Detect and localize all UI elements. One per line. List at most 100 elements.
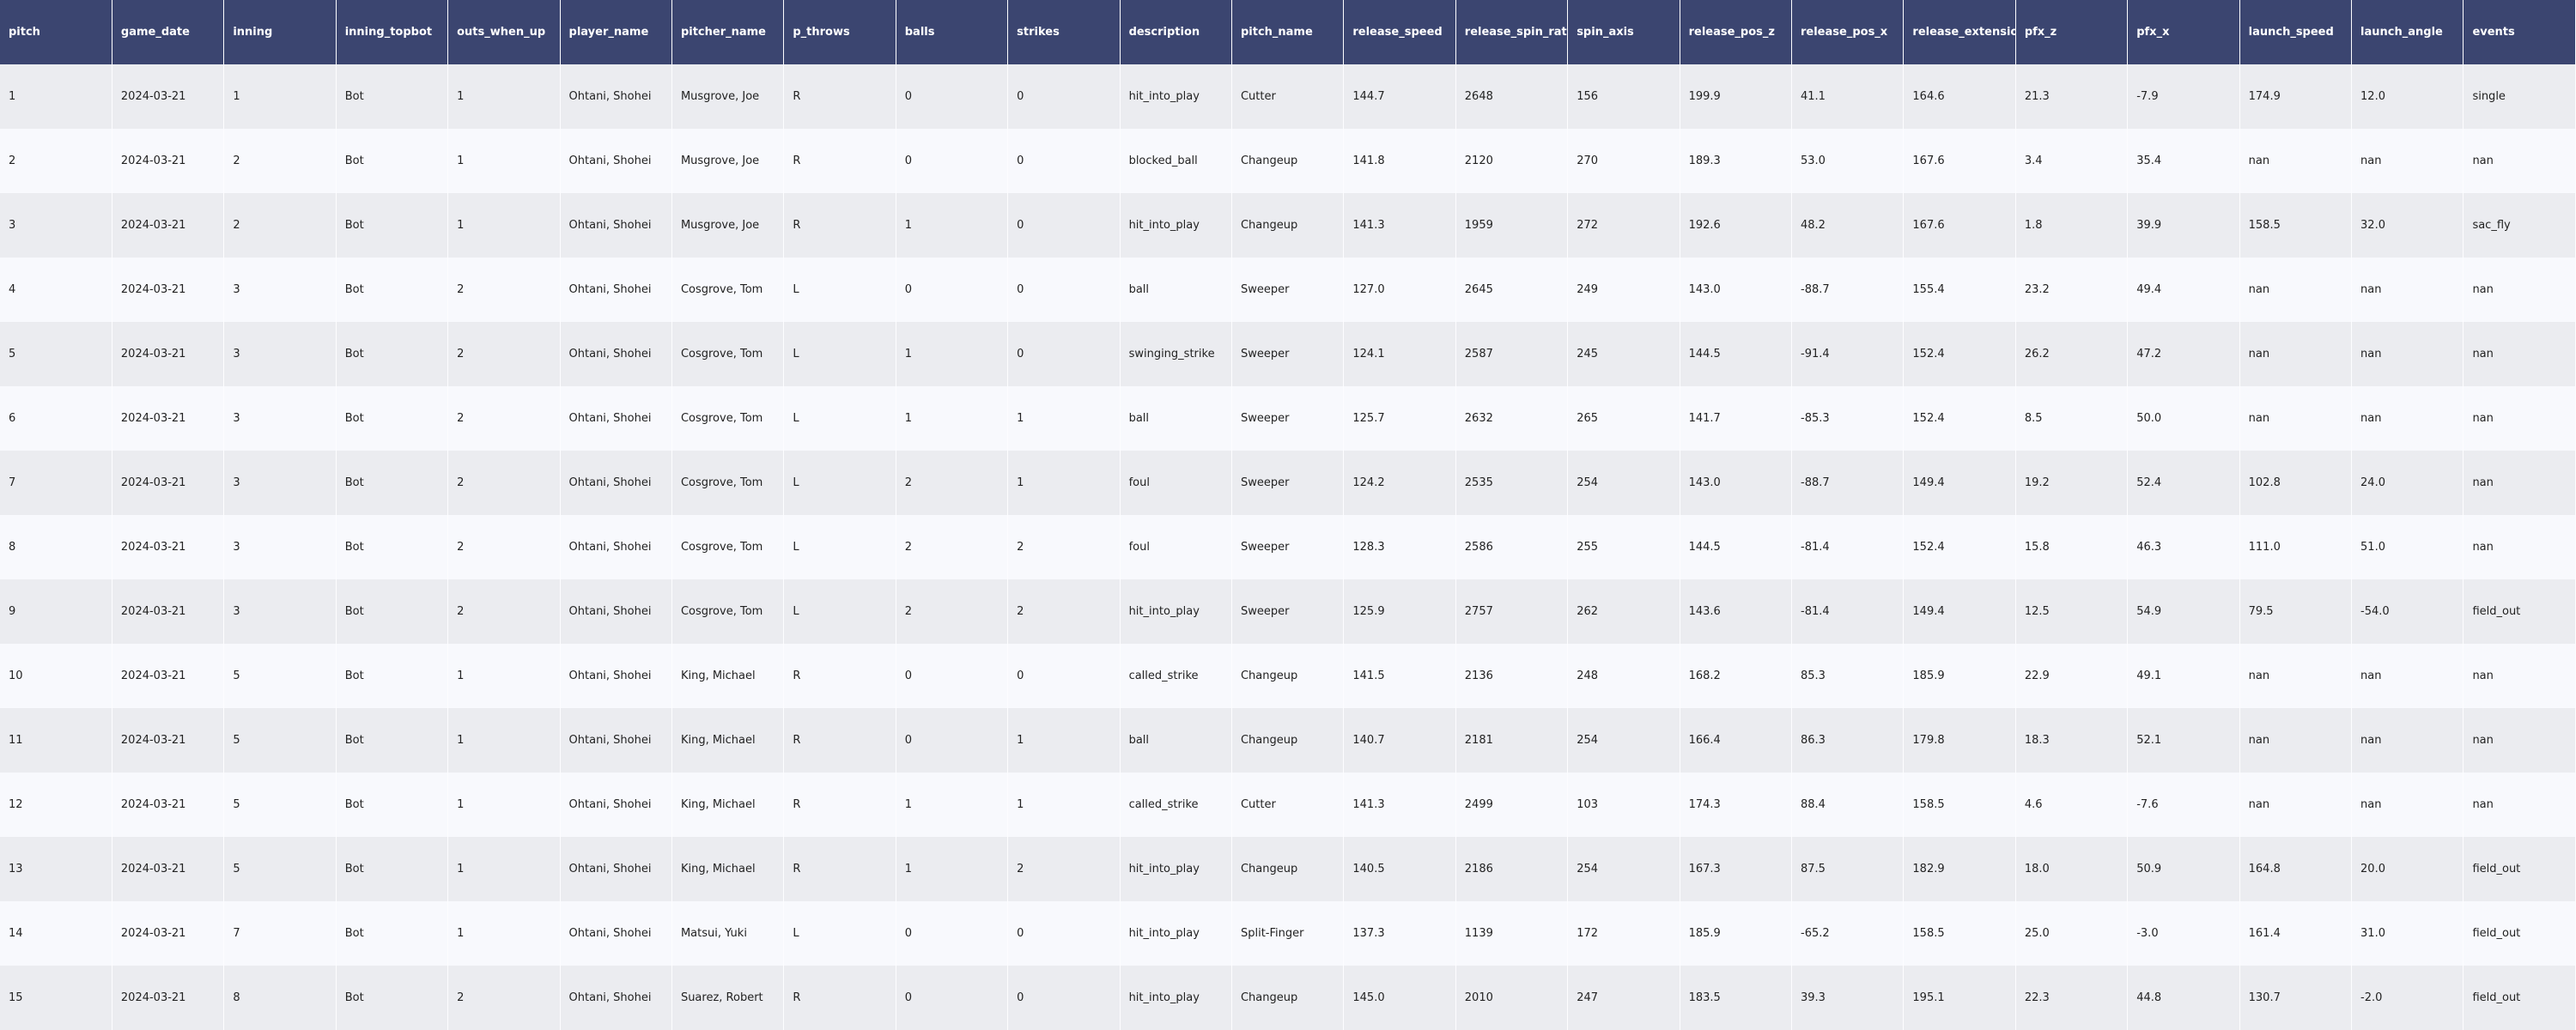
column-header: events [2463,0,2576,64]
table-cell: 127.0 [1343,258,1456,322]
table-cell: Ohtani, Shohei [560,966,672,1030]
table-cell: 2120 [1455,129,1569,193]
table-cell: nan [2351,644,2464,708]
column-header: inning [223,0,337,64]
table-cell: Ohtani, Shohei [560,322,672,386]
table-cell: 88.4 [1791,772,1905,837]
table-cell: 2024-03-21 [112,193,225,258]
table-cell: R [783,966,896,1030]
table-cell: 167.6 [1903,193,2016,258]
table-cell: nan [2463,772,2576,837]
table-cell: 0 [1007,644,1121,708]
table-cell: 248 [1567,644,1680,708]
table-cell: 1 [223,64,337,129]
table-cell: L [783,451,896,515]
table-cell: 87.5 [1791,837,1905,901]
table-cell: 85.3 [1791,644,1905,708]
table-cell: -2.0 [2351,966,2464,1030]
table-cell: ball [1120,708,1232,772]
table-cell: 262 [1567,579,1680,644]
column-header: balls [896,0,1009,64]
table-cell: 2 [896,451,1009,515]
table-cell: 141.3 [1343,193,1456,258]
table-cell: 141.5 [1343,644,1456,708]
table-cell: King, Michael [671,644,785,708]
table-cell: 7 [0,451,112,515]
table-cell: L [783,258,896,322]
header-row: pitch game_date inning inning_topbot outs_wh… [0,0,2576,64]
table-cell: -3.0 [2127,901,2240,966]
table-cell: Bot [336,322,449,386]
table-cell: -81.4 [1791,515,1905,579]
table-cell: Sweeper [1231,579,1345,644]
table-cell: 5 [223,837,337,901]
table-cell: 1 [896,772,1009,837]
table-cell: 2024-03-21 [112,708,225,772]
column-header: release_pos_x [1791,0,1905,64]
table-cell: hit_into_play [1120,837,1232,901]
table-cell: 2587 [1455,322,1569,386]
table-cell: 2 [896,515,1009,579]
table-cell: Sweeper [1231,322,1345,386]
table-cell: 5 [223,772,337,837]
table-cell: -88.7 [1791,451,1905,515]
table-cell: 2024-03-21 [112,772,225,837]
table-cell: 21.3 [2015,64,2129,129]
table-cell: field_out [2463,579,2576,644]
column-header: inning_topbot [336,0,449,64]
table-cell: ball [1120,386,1232,451]
table-cell: 2024-03-21 [112,129,225,193]
table-row: 10 2024-03-21 5 Bot 1 Ohtani, Shohei King, Mic… [0,644,2576,708]
table-cell: 7 [223,901,337,966]
table-cell: 1 [896,322,1009,386]
table-cell: Cutter [1231,772,1345,837]
table-cell: 0 [1007,64,1121,129]
table-cell: 1 [1007,386,1121,451]
table-cell: hit_into_play [1120,579,1232,644]
table-cell: Ohtani, Shohei [560,579,672,644]
column-header: game_date [112,0,225,64]
table-cell: 192.6 [1680,193,1793,258]
table-cell: 103 [1567,772,1680,837]
table-cell: 32.0 [2351,193,2464,258]
table-cell: 2024-03-21 [112,451,225,515]
table-cell: nan [2463,451,2576,515]
table-cell: 167.3 [1680,837,1793,901]
table-cell: 3 [223,258,337,322]
table-cell: 50.9 [2127,837,2240,901]
table-cell: 152.4 [1903,515,2016,579]
table-cell: -54.0 [2351,579,2464,644]
table-cell: 254 [1567,708,1680,772]
column-header: release_pos_z [1680,0,1793,64]
table-cell: 254 [1567,451,1680,515]
table-cell: 152.4 [1903,322,2016,386]
table-cell: field_out [2463,966,2576,1030]
table-cell: R [783,708,896,772]
table-cell: 2 [447,579,561,644]
table-cell: 35.4 [2127,129,2240,193]
table-cell: 141.7 [1680,386,1793,451]
table-cell: 0 [1007,193,1121,258]
table-cell: 183.5 [1680,966,1793,1030]
table-cell: Ohtani, Shohei [560,451,672,515]
column-header: pfx_x [2127,0,2240,64]
table-cell: nan [2463,129,2576,193]
table-cell: Ohtani, Shohei [560,258,672,322]
table-cell: nan [2463,322,2576,386]
column-header: pfx_z [2015,0,2129,64]
table-cell: 1 [1007,772,1121,837]
table-cell: Ohtani, Shohei [560,193,672,258]
table-cell: Ohtani, Shohei [560,772,672,837]
table-cell: 52.1 [2127,708,2240,772]
table-cell: Cosgrove, Tom [671,386,785,451]
table-cell: 272 [1567,193,1680,258]
table-cell: Bot [336,901,449,966]
table-cell: Suarez, Robert [671,966,785,1030]
table-cell: Bot [336,644,449,708]
table-cell: swinging_strike [1120,322,1232,386]
table-cell: Ohtani, Shohei [560,515,672,579]
table-cell: hit_into_play [1120,193,1232,258]
table-cell: 140.7 [1343,708,1456,772]
table-cell: foul [1120,515,1232,579]
table-cell: 143.6 [1680,579,1793,644]
